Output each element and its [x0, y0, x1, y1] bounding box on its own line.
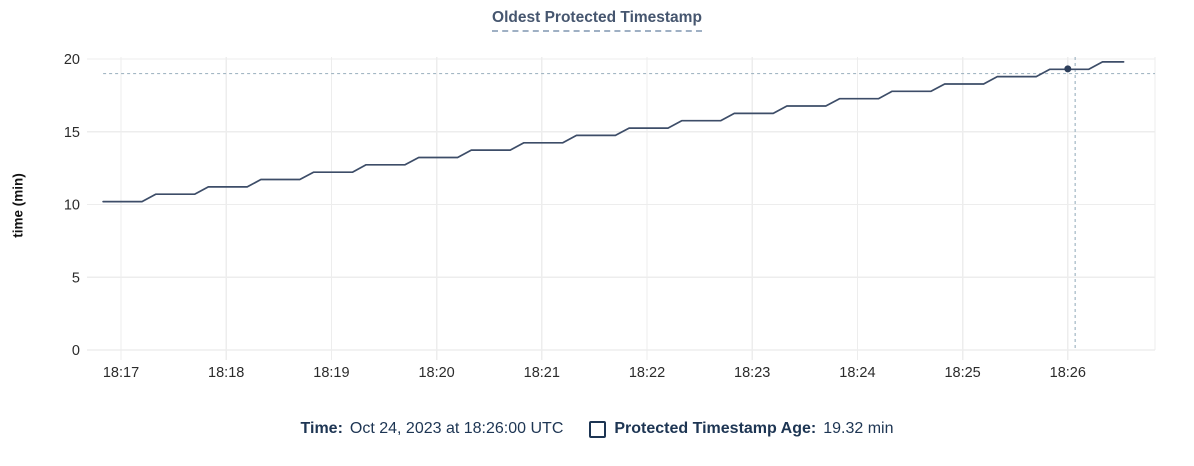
chart-canvas[interactable]: 0 5 10 15 20 18:17 18:18 18:19 18:20 18:21 18:22 18…: [0, 0, 1194, 410]
x-tick-label: 18:19: [313, 365, 349, 381]
x-tick-label: 18:26: [1050, 365, 1086, 381]
series-line-protected-timestamp-age: [102, 61, 1125, 203]
chart-legend: Time: Oct 24, 2023 at 18:26:00 UTC Prote…: [0, 420, 1194, 438]
legend-series-label[interactable]: Protected Timestamp Age:: [614, 420, 817, 437]
x-tick-label: 18:23: [734, 365, 770, 381]
chart-title[interactable]: Oldest Protected Timestamp: [492, 9, 702, 32]
x-tick-label: 18:17: [103, 365, 139, 381]
y-tick-label: 20: [64, 52, 80, 68]
legend-time-value: Oct 24, 2023 at 18:26:00 UTC: [349, 420, 564, 437]
legend-time-group: Time: Oct 24, 2023 at 18:26:00 UTC: [301, 420, 564, 438]
x-tick-label: 18:20: [418, 365, 454, 381]
y-tick-label: 15: [64, 125, 80, 141]
legend-series-value: 19.32 min: [823, 420, 894, 437]
x-tick-label: 18:21: [524, 365, 560, 381]
x-tick-label: 18:24: [839, 365, 875, 381]
x-tick-label: 18:18: [208, 365, 244, 381]
legend-series-item[interactable]: Protected Timestamp Age: 19.32 min: [589, 420, 893, 438]
y-tick-label: 5: [72, 270, 80, 286]
legend-series-checkbox-icon[interactable]: [589, 420, 607, 438]
y-tick-label: 10: [64, 198, 80, 214]
chart-title-row: Oldest Protected Timestamp: [0, 9, 1194, 32]
x-tick-label: 18:25: [944, 365, 980, 381]
hover-point-dot: [1064, 65, 1072, 73]
y-tick-label: 0: [72, 343, 80, 359]
x-tick-label: 18:22: [629, 365, 665, 381]
legend-time-label: Time:: [300, 420, 343, 437]
